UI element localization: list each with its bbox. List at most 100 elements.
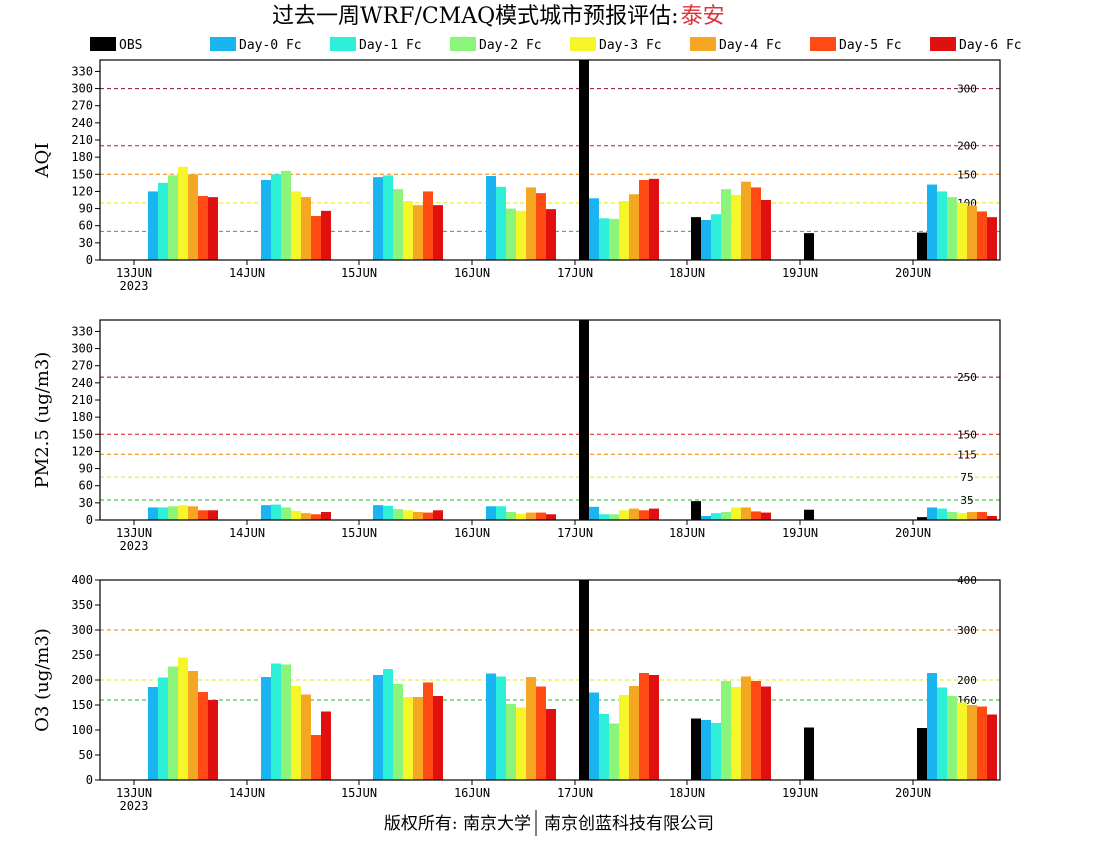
- bar-day-6-fc-17jun: [649, 675, 659, 780]
- threshold-label-150: 150: [957, 428, 977, 441]
- legend-item-day-3-fc: Day-3 Fc: [570, 37, 662, 53]
- bar-day-1-fc-15jun: [383, 175, 393, 260]
- y-tick-label: 60: [79, 219, 93, 233]
- legend-item-day-6-fc: Day-6 Fc: [930, 37, 1022, 53]
- bar-day-3-fc-14jun: [291, 191, 301, 260]
- bar-day-0-fc-20jun: [927, 184, 937, 260]
- y-tick-label: 150: [71, 427, 93, 441]
- bar-day-4-fc-15jun: [413, 205, 423, 260]
- y-tick-label: 270: [71, 359, 93, 373]
- legend-swatch: [210, 37, 236, 51]
- bar-day-2-fc-20jun: [947, 197, 957, 260]
- legend-item-obs: OBS: [90, 37, 142, 53]
- bar-day-2-fc-18jun: [721, 189, 731, 260]
- x-tick-label-13jun: 13JUN: [116, 786, 152, 800]
- bar-obs-19jun: [804, 233, 814, 260]
- legend-label: Day-6 Fc: [959, 38, 1022, 53]
- y-tick-label: 210: [71, 393, 93, 407]
- bar-day-2-fc-15jun: [393, 509, 403, 520]
- legend-item-day-0-fc: Day-0 Fc: [210, 37, 302, 53]
- bar-day-5-fc-20jun: [977, 211, 987, 260]
- bar-day-5-fc-14jun: [311, 735, 321, 780]
- bar-day-0-fc-17jun: [589, 692, 599, 780]
- legend-label: Day-3 Fc: [599, 38, 662, 53]
- bar-day-5-fc-13jun: [198, 196, 208, 260]
- panel-aqi: 5010015020030003060901201501802102402703…: [32, 59, 1001, 293]
- bar-day-1-fc-18jun: [711, 513, 721, 520]
- bar-day-2-fc-16jun: [506, 512, 516, 520]
- y-tick-label: 0: [86, 773, 93, 787]
- bar-day-3-fc-13jun: [178, 657, 188, 780]
- bar-day-4-fc-20jun: [967, 512, 977, 520]
- bar-day-0-fc-13jun: [148, 191, 158, 260]
- bar-day-2-fc-20jun: [947, 512, 957, 520]
- bar-day-5-fc-15jun: [423, 191, 433, 260]
- bar-obs-19jun: [804, 727, 814, 780]
- bar-day-4-fc-17jun: [629, 508, 639, 520]
- bar-day-1-fc-14jun: [271, 504, 281, 520]
- bar-day-1-fc-15jun: [383, 505, 393, 520]
- bar-day-5-fc-14jun: [311, 216, 321, 260]
- bar-obs-18jun: [691, 217, 701, 260]
- y-tick-label: 30: [79, 496, 93, 510]
- x-tick-label-13jun: 13JUN: [116, 266, 152, 280]
- bar-day-5-fc-17jun: [639, 510, 649, 520]
- panel-pm2-5-ug-m3: 35 75 115 150 250 0 30 60 90 120 150 180 210 240 270 30…: [32, 319, 1001, 553]
- bar-day-3-fc-20jun: [957, 202, 967, 260]
- bar-day-0-fc-18jun: [701, 516, 711, 520]
- footer-right: 南京创蓝科技有限公司: [544, 814, 714, 834]
- bar-day-1-fc-18jun: [711, 214, 721, 260]
- x-tick-sublabel: 2023: [120, 279, 149, 293]
- threshold-label-115: 115: [957, 448, 977, 461]
- bar-day-0-fc-14jun: [261, 180, 271, 260]
- bar-day-1-fc-15jun: [383, 669, 393, 780]
- y-tick-label: 330: [71, 324, 93, 338]
- bar-day-0-fc-18jun: [701, 720, 711, 780]
- x-tick-label-16jun: 16JUN: [454, 526, 490, 540]
- bar-day-1-fc-20jun: [937, 191, 947, 260]
- bar-day-3-fc-13jun: [178, 166, 188, 260]
- bar-day-6-fc-14jun: [321, 512, 331, 520]
- x-tick-label-19jun: 19JUN: [782, 526, 818, 540]
- bar-day-0-fc-18jun: [701, 220, 711, 260]
- bar-day-6-fc-20jun: [987, 714, 997, 780]
- legend-item-day-1-fc: Day-1 Fc: [330, 37, 422, 53]
- bar-day-4-fc-16jun: [526, 677, 536, 780]
- bar-day-0-fc-16jun: [486, 506, 496, 520]
- bar-day-5-fc-15jun: [423, 512, 433, 520]
- y-axis: 0 30 60 90 120 150 180 210 240 270 300 330: [71, 64, 100, 267]
- legend-swatch: [690, 37, 716, 51]
- y-tick-label: 0: [86, 513, 93, 527]
- x-tick-label-17jun: 17JUN: [557, 786, 593, 800]
- chart-title: 过去一周WRF/CMAQ模式城市预报评估: 泰安: [272, 4, 725, 29]
- bar-obs-18jun: [691, 718, 701, 780]
- bar-day-1-fc-13jun: [158, 507, 168, 520]
- bar-day-6-fc-15jun: [433, 205, 443, 260]
- bar-day-3-fc-16jun: [516, 707, 526, 780]
- y-tick-label: 120: [71, 444, 93, 458]
- bar-day-0-fc-16jun: [486, 176, 496, 260]
- x-tick-label-17jun: 17JUN: [557, 266, 593, 280]
- bar-day-1-fc-14jun: [271, 174, 281, 260]
- bar-day-2-fc-18jun: [721, 681, 731, 780]
- y-tick-label: 400: [71, 573, 93, 587]
- bar-obs-17jun: [579, 320, 589, 520]
- y-axis: 0 50 100 150 200 250 300 350 400: [71, 573, 100, 787]
- y-tick-label: 300: [71, 623, 93, 637]
- threshold-label-75: 75: [960, 471, 973, 484]
- y-tick-label: 60: [79, 479, 93, 493]
- x-tick-label-20jun: 20JUN: [895, 526, 931, 540]
- bar-day-0-fc-20jun: [927, 507, 937, 520]
- bar-day-3-fc-14jun: [291, 686, 301, 780]
- bar-day-1-fc-14jun: [271, 663, 281, 780]
- bar-day-5-fc-16jun: [536, 193, 546, 260]
- bar-day-2-fc-16jun: [506, 208, 516, 260]
- y-tick-label: 150: [71, 698, 93, 712]
- bar-day-4-fc-13jun: [188, 174, 198, 260]
- bar-day-0-fc-13jun: [148, 507, 158, 520]
- bar-day-4-fc-20jun: [967, 205, 977, 260]
- bar-day-4-fc-17jun: [629, 194, 639, 260]
- bar-day-6-fc-13jun: [208, 700, 218, 780]
